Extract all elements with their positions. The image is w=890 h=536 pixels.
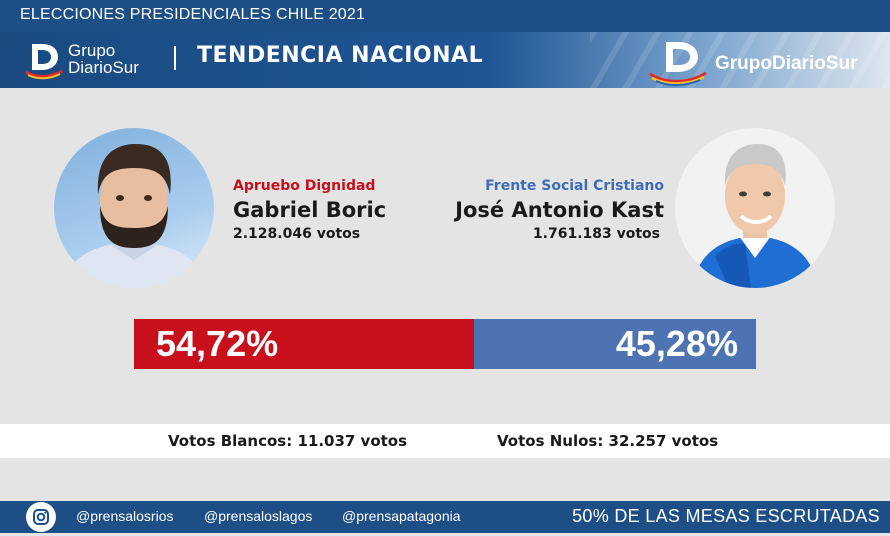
diariosur-d-icon bbox=[25, 44, 63, 80]
percent-right: 45,28% bbox=[615, 323, 738, 364]
candidate-photo-kast bbox=[675, 128, 835, 288]
diariosur-d-icon bbox=[649, 42, 707, 86]
percent-left: 54,72% bbox=[156, 323, 279, 364]
header-separator bbox=[174, 46, 176, 70]
logo-right-text: GrupoDiarioSur bbox=[715, 53, 858, 74]
party-left: Apruebo Dignidad bbox=[233, 178, 376, 194]
candidate-votes-right: 1.761.183 votos bbox=[532, 226, 660, 242]
totals-band bbox=[0, 424, 890, 458]
handle-prensalosrios[interactable]: @prensalosrios bbox=[76, 508, 174, 524]
candidate-name-left: Gabriel Boric bbox=[233, 198, 387, 222]
blank-votes: Votos Blancos: 11.037 votos bbox=[168, 432, 408, 450]
result-bar-boric: 54,72% bbox=[134, 319, 474, 369]
footer-bar bbox=[0, 501, 890, 533]
logo-left-line1: Grupo bbox=[68, 41, 116, 60]
candidate-votes-left: 2.128.046 votos bbox=[233, 226, 361, 242]
result-bar-kast: 45,28% bbox=[474, 319, 756, 369]
top-bar: ELECCIONES PRESIDENCIALES CHILE 2021 bbox=[0, 0, 890, 32]
handle-prensaloslagos[interactable]: @prensaloslagos bbox=[204, 508, 313, 524]
instagram-icon[interactable] bbox=[26, 502, 56, 532]
candidate-photo-boric bbox=[54, 128, 214, 288]
election-title: ELECCIONES PRESIDENCIALES CHILE 2021 bbox=[20, 6, 366, 23]
grupo-diariosur-logo-left: Grupo DiarioSur bbox=[22, 38, 172, 82]
header-band: Grupo DiarioSur TENDENCIA NACIONAL Grupo… bbox=[0, 32, 890, 88]
candidate-name-right: José Antonio Kast bbox=[455, 198, 664, 222]
logo-left-line2: DiarioSur bbox=[68, 58, 139, 77]
handle-prensapatagonia[interactable]: @prensapatagonia bbox=[342, 508, 461, 524]
party-right: Frente Social Cristiano bbox=[485, 178, 664, 194]
scrutiny-status: 50% DE LAS MESAS ESCRUTADAS bbox=[572, 506, 880, 526]
section-title: TENDENCIA NACIONAL bbox=[197, 43, 484, 68]
null-votes: Votos Nulos: 32.257 votos bbox=[497, 432, 719, 450]
grupo-diariosur-logo-right: GrupoDiarioSur bbox=[648, 38, 888, 86]
